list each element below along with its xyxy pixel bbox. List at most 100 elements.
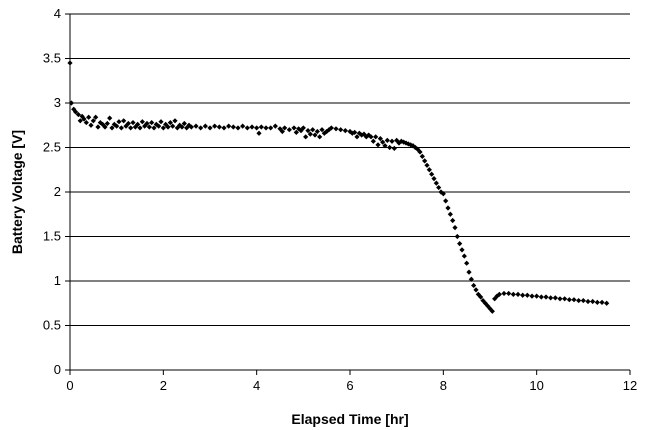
data-point	[303, 134, 309, 140]
data-point	[328, 125, 334, 131]
data-point	[359, 132, 365, 138]
data-point	[107, 115, 113, 121]
data-point	[445, 205, 451, 211]
data-point	[68, 100, 74, 106]
data-point	[207, 125, 213, 131]
data-point	[452, 225, 458, 231]
data-point	[282, 125, 288, 131]
data-point	[485, 303, 491, 309]
data-point	[510, 291, 516, 297]
data-point	[377, 136, 383, 142]
x-tick-label: 0	[66, 378, 73, 393]
data-point	[172, 118, 178, 124]
data-point	[158, 119, 164, 125]
data-point	[370, 138, 376, 144]
data-point	[538, 294, 544, 300]
data-point	[216, 124, 222, 130]
y-tick-label: 1.5	[43, 229, 61, 244]
data-point	[95, 124, 101, 130]
data-point	[93, 114, 99, 120]
data-point	[468, 276, 474, 282]
y-tick-label: 0	[54, 362, 61, 377]
data-point	[440, 191, 446, 197]
data-point	[424, 162, 430, 168]
data-point	[90, 118, 96, 124]
data-point	[391, 145, 397, 151]
data-point	[263, 125, 269, 131]
data-point	[354, 134, 360, 140]
data-point	[520, 292, 526, 298]
data-point	[198, 125, 204, 131]
data-point	[312, 132, 318, 138]
data-point	[300, 125, 306, 131]
data-point	[571, 297, 577, 303]
data-point	[114, 123, 120, 129]
data-point	[506, 290, 512, 297]
data-point	[226, 123, 232, 129]
data-point	[473, 287, 479, 293]
data-point	[118, 125, 124, 131]
data-point	[310, 127, 316, 133]
data-point	[436, 184, 442, 191]
data-point	[599, 299, 605, 305]
data-point	[240, 123, 246, 129]
data-point	[116, 119, 122, 125]
axes	[65, 13, 631, 375]
data-point	[461, 253, 467, 259]
data-point	[244, 125, 250, 131]
data-point	[389, 138, 395, 144]
data-point	[67, 60, 73, 66]
data-point	[272, 123, 278, 129]
y-tick-label: 3	[54, 95, 61, 110]
data-point	[202, 123, 208, 129]
x-axis-title: Elapsed Time [hr]	[291, 411, 408, 427]
data-point	[382, 143, 388, 149]
data-point	[454, 233, 460, 240]
data-point	[258, 124, 264, 130]
x-tick-label: 10	[529, 378, 543, 393]
data-point	[293, 129, 299, 135]
data-point	[333, 126, 339, 132]
data-point	[604, 300, 610, 306]
data-point	[529, 293, 535, 299]
data-point	[557, 296, 563, 302]
data-point	[212, 123, 218, 129]
data-point	[387, 144, 393, 151]
data-point	[471, 282, 477, 289]
data-point	[75, 111, 81, 118]
data-point	[543, 294, 549, 300]
data-point	[160, 125, 166, 131]
data-point	[153, 121, 159, 127]
y-tick-label: 2	[54, 184, 61, 199]
data-point	[102, 124, 108, 130]
data-point	[431, 176, 437, 182]
data-point	[534, 293, 540, 299]
data-point	[548, 295, 554, 301]
data-point	[433, 180, 439, 186]
data-point	[459, 247, 465, 253]
data-point	[268, 125, 274, 131]
data-point	[146, 124, 152, 130]
data-point	[317, 134, 323, 140]
data-point	[380, 139, 386, 145]
data-point	[100, 121, 106, 127]
data-point	[342, 127, 348, 134]
data-point	[193, 123, 199, 129]
data-point	[515, 291, 521, 297]
tick-labels: 0 0.5 1 1.5 2 2.5 3 3.5 4 0 2 4 6 8 10 12	[43, 6, 637, 393]
data-point	[254, 125, 260, 131]
data-point	[235, 125, 241, 131]
y-tick-label: 2.5	[43, 140, 61, 155]
data-point	[375, 142, 381, 148]
data-point	[415, 146, 421, 152]
data-point	[144, 120, 150, 127]
data-point	[151, 125, 157, 131]
data-point	[230, 124, 236, 130]
data-point	[566, 297, 572, 303]
data-point	[156, 123, 162, 129]
y-axis-title: Battery Voltage [V]	[9, 130, 25, 254]
data-point	[167, 119, 173, 126]
data-point	[291, 125, 297, 131]
data-point	[188, 124, 194, 130]
data-point	[429, 171, 435, 177]
